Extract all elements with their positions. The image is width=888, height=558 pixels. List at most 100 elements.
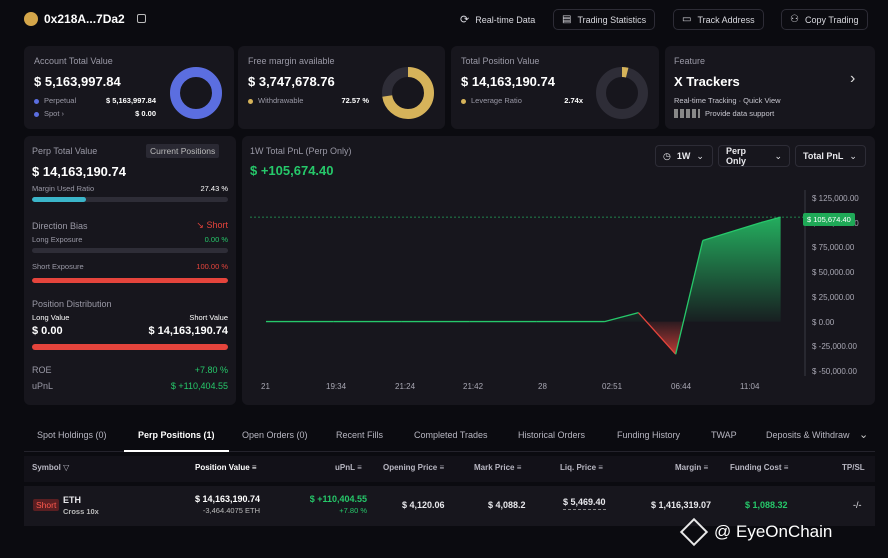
current-positions-tag[interactable]: Current Positions (146, 144, 220, 158)
col-mark-price[interactable]: Mark Price ≡ (474, 463, 522, 472)
sort-icon: ≡ (703, 463, 709, 472)
clock-icon: ◷ (663, 150, 671, 161)
perp-title: Perp Total Value (32, 146, 98, 156)
position-value-cell: $ 14,163,190.74 -3,464.4075 ETH (194, 494, 260, 515)
card-value: $ 3,747,678.76 (248, 74, 335, 89)
col-tpsl: TP/SL (842, 463, 865, 472)
table-row[interactable] (24, 486, 875, 526)
y-tick-label: $ -25,000.00 (812, 342, 857, 351)
opening-price: $ 4,120.06 (402, 500, 445, 510)
feature-name: X Trackers (674, 74, 740, 89)
upnl-row: uPnL $ +110,404.55 (32, 381, 228, 391)
chevron-down-icon[interactable]: ⌄ (859, 429, 869, 441)
period-select[interactable]: ◷ 1W ⌄ (655, 145, 713, 167)
col-symbol[interactable]: Symbol ▽ (32, 463, 70, 472)
col-position-value[interactable]: Position Value ≡ (195, 463, 257, 472)
y-tick-label: $ 125,000.00 (812, 194, 859, 203)
card-title: Account Total Value (34, 56, 113, 66)
funding-cost: $ 1,088.32 (745, 500, 788, 510)
col-liq-price[interactable]: Liq. Price ≡ (560, 463, 603, 472)
total-pnl-select[interactable]: Total PnL ⌄ (795, 145, 866, 167)
tab-perp-positions[interactable]: Perp Positions (1) (138, 430, 215, 440)
trend-down-icon: ↘ (196, 220, 204, 230)
tab-recent-fills[interactable]: Recent Fills (336, 430, 384, 440)
pnl-line-segment (675, 240, 704, 355)
wallet-avatar (24, 12, 38, 26)
refresh-icon: ⟳ (460, 14, 470, 26)
tab-funding-history[interactable]: Funding History (617, 430, 681, 440)
short-exposure-bar (32, 278, 228, 283)
spot-row[interactable]: Spot › $ 0.00 (34, 109, 156, 118)
watermark-text: @ EyeOnChain (714, 522, 833, 541)
trading-statistics-button[interactable]: ▤ Trading Statistics (553, 9, 656, 30)
long-exposure-row: Long Exposure 0.00 % (32, 235, 228, 244)
account-ring-chart (170, 67, 222, 119)
x-tick-label: 21:24 (395, 382, 416, 391)
sort-icon: ≡ (251, 463, 257, 472)
perp-only-select[interactable]: Perp Only ⌄ (718, 145, 790, 167)
liq-price: $ 5,469.40 (563, 497, 606, 510)
sort-icon: ≡ (439, 463, 445, 472)
mark-price: $ 4,088.2 (488, 500, 526, 510)
chevron-right-icon[interactable]: › (850, 70, 856, 87)
roe-row: ROE +7.80 % (32, 365, 228, 375)
pnl-line-segment (604, 312, 639, 323)
card-value: $ 14,163,190.74 (461, 74, 555, 89)
side-badge: Short (33, 499, 60, 511)
tab-deposits-withdraw[interactable]: Deposits & Withdraw (766, 430, 850, 440)
distribution-values: $ 0.00 $ 14,163,190.74 (32, 325, 228, 337)
perp-summary-panel: Perp Total Value Current Positions $ 14,… (24, 136, 236, 405)
stats-icon: ▤ (562, 14, 572, 25)
tab-twap[interactable]: TWAP (711, 430, 737, 440)
y-tick-label: $ -50,000.00 (812, 367, 857, 376)
chevron-down-icon: ⌄ (774, 150, 782, 161)
x-tick-label: 21:42 (463, 382, 484, 391)
margin-used-row: Margin Used Ratio 27.43 % (32, 184, 228, 193)
logo-icon (674, 109, 700, 118)
pnl-line-segment (637, 312, 677, 355)
short-exposure-row: Short Exposure 100.00 % (32, 262, 228, 271)
table-header (24, 456, 875, 482)
copy-icon[interactable] (137, 14, 146, 23)
tab-spot-holdings[interactable]: Spot Holdings (0) (37, 430, 107, 440)
card-value: $ 5,163,997.84 (34, 74, 121, 89)
margin-value: $ 1,416,319.07 (651, 500, 712, 510)
tab-completed-trades[interactable]: Completed Trades (414, 430, 488, 440)
tabs-bar (24, 420, 875, 452)
track-address-button[interactable]: ▭ Track Address (673, 9, 764, 30)
copy-trading-button[interactable]: ⚇ Copy Trading (781, 9, 868, 30)
wallet-address: 0x218A...7Da2 (44, 12, 125, 26)
margin-used-bar (32, 197, 228, 202)
col-margin[interactable]: Margin ≡ (675, 463, 709, 472)
upnl-cell: $ +110,404.55 +7.80 % (309, 494, 367, 515)
ring-fill (170, 67, 222, 119)
col-upnl[interactable]: uPnL ≡ (335, 463, 362, 472)
card-title: Total Position Value (461, 56, 540, 66)
col-funding-cost[interactable]: Funding Cost ≡ (730, 463, 789, 472)
coin-symbol[interactable]: ETH (63, 495, 81, 505)
y-tick-label: $ 75,000.00 (812, 243, 855, 252)
distribution-bar (32, 344, 228, 350)
tab-historical-orders[interactable]: Historical Orders (518, 430, 586, 440)
chevron-down-icon: ⌄ (849, 150, 857, 161)
col-opening-price[interactable]: Opening Price ≡ (383, 463, 445, 472)
chart-title: 1W Total PnL (Perp Only) (250, 146, 352, 156)
x-tick-label: 11:04 (740, 382, 760, 391)
feature-line1: Real-time Tracking · Quick View (674, 96, 781, 105)
feature-line2: Provide data support (705, 109, 775, 118)
feature-card[interactable]: Feature X Trackers Real-time Tracking · … (665, 46, 875, 129)
perpetual-row: Perpetual $ 5,163,997.84 (34, 96, 156, 105)
distribution-labels: Long Value Short Value (32, 313, 228, 322)
monitor-icon: ▭ (682, 14, 692, 25)
realtime-data-button[interactable]: ⟳ Real-time Data (460, 14, 536, 26)
tab-open-orders[interactable]: Open Orders (0) (242, 430, 308, 440)
pnl-negative-area (646, 321, 684, 355)
active-tab-underline (124, 450, 229, 452)
sort-icon: ≡ (357, 463, 362, 472)
ring-fill (382, 67, 434, 119)
direction-row: Direction Bias ↘ Short (32, 220, 228, 231)
withdrawable-row: Withdrawable 72.57 % (248, 96, 369, 105)
chart-total-value: $ +105,674.40 (250, 163, 334, 178)
total-position-card: Total Position Value $ 14,163,190.74 Lev… (451, 46, 659, 129)
